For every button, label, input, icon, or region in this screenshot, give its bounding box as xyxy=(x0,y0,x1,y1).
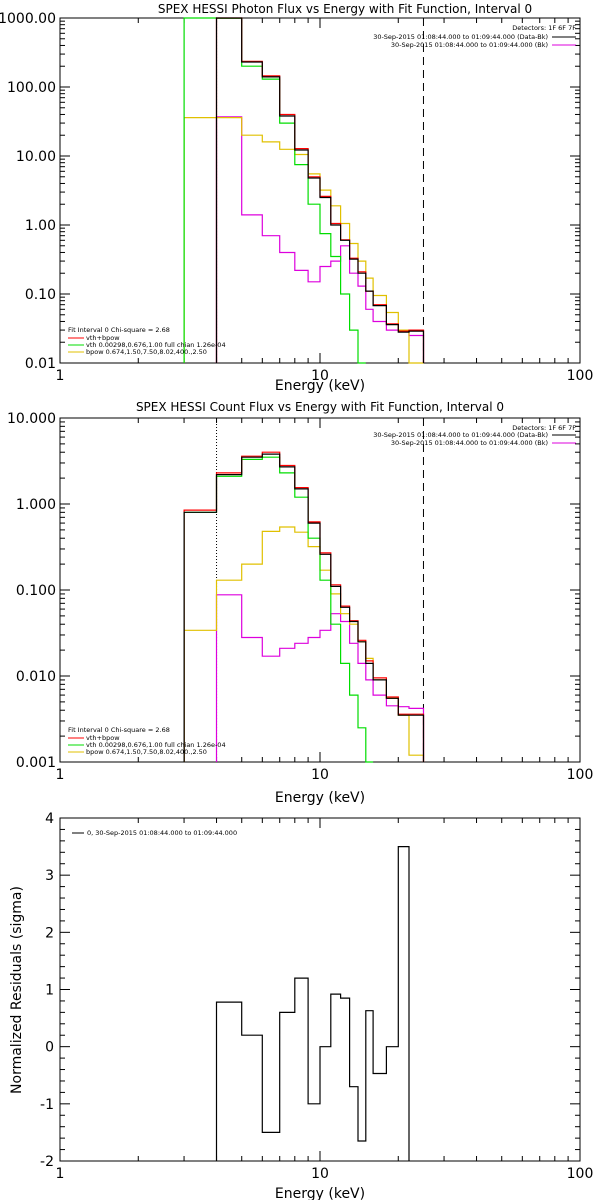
photon-y-tick-label: 1.00 xyxy=(25,218,56,234)
count-x-tick-label: 1 xyxy=(56,767,65,783)
count-y-tick-label: 0.010 xyxy=(16,669,56,685)
photon-series-data-bk xyxy=(215,17,425,363)
count-x-axis-label: Energy (keV) xyxy=(275,790,365,806)
residuals-y-tick-label: 1 xyxy=(45,983,54,999)
photon-x-tick-label: 100 xyxy=(567,368,594,384)
residuals-x-tick-label: 100 xyxy=(567,1166,594,1182)
photon-x-tick-label: 1 xyxy=(56,368,65,384)
count-fit-legend-header: Fit Interval 0 Chi-square = 2.68 xyxy=(68,726,170,734)
count-x-tick-label: 10 xyxy=(311,767,329,783)
residuals-y-tick-label: 2 xyxy=(45,925,54,941)
photon-y-tick-label: 0.10 xyxy=(25,287,56,303)
count-fit-total-label: vth+bpow xyxy=(86,734,120,742)
photon-fit-bpow-label: bpow 0.674,1.50,7.50,8.02,400.,2.50 xyxy=(86,348,207,356)
count-flux-panel: SPEX HESSI Count Flux vs Energy with Fit… xyxy=(7,400,593,806)
photon-legend-bk-label: 30-Sep-2015 01:08:44.000 to 01:09:44.000… xyxy=(391,41,548,49)
photon-series-bk xyxy=(215,116,425,363)
count-legend-detectors: Detectors: 1F 6F 7F xyxy=(512,424,576,432)
residuals-x-tick-label: 1 xyxy=(56,1166,65,1182)
photon-fit-vth-label: vth 0.00298,0.676,1.00 full chian 1.26e-… xyxy=(86,341,226,349)
residuals-panel: 1 10 100 -2 -1 0 1 2 3 4 0, 30-Sep-2015 01:08:44.… xyxy=(9,811,593,1200)
residuals-y-tick-label: -1 xyxy=(40,1097,54,1113)
count-series-vth xyxy=(183,456,374,763)
count-series-bpow xyxy=(183,526,425,762)
count-legend-data-label: 30-Sep-2015 01:08:44.000 to 01:09:44.000… xyxy=(373,431,548,439)
photon-chart-title: SPEX HESSI Photon Flux vs Energy with Fi… xyxy=(158,2,532,16)
photon-series-bpow xyxy=(183,117,424,364)
residuals-y-tick-label: 4 xyxy=(45,811,54,827)
count-series-bk xyxy=(215,594,425,762)
count-fit-bpow-label: bpow 0.674,1.50,7.50,8.02,400.,2.50 xyxy=(86,748,207,756)
residuals-legend-label: 0, 30-Sep-2015 01:08:44.000 to 01:09:44.… xyxy=(87,829,237,837)
residuals-y-tick-label: -2 xyxy=(40,1154,54,1170)
photon-fit-legend-header: Fit Interval 0 Chi-square = 2.68 xyxy=(68,326,170,334)
count-legend-bk-label: 30-Sep-2015 01:08:44.000 to 01:09:44.000… xyxy=(391,439,548,447)
residuals-y-tick-label: 3 xyxy=(45,868,54,884)
count-series-vth-bpow xyxy=(183,451,425,762)
photon-fit-total-label: vth+bpow xyxy=(86,334,120,342)
count-chart-title: SPEX HESSI Count Flux vs Energy with Fit… xyxy=(136,400,504,414)
photon-y-tick-label: 0.01 xyxy=(25,356,56,372)
count-plot-frame xyxy=(59,417,581,763)
photon-legend-detectors: Detectors: 1F 6F 7F xyxy=(512,24,576,32)
residuals-series-line xyxy=(215,846,410,1161)
residuals-x-axis-label: Energy (keV) xyxy=(275,1186,365,1200)
count-y-tick-label: 10.000 xyxy=(7,411,56,427)
count-fit-vth-label: vth 0.00298,0.676,1.00 full chian 1.26e-… xyxy=(86,741,226,749)
photon-x-axis-label: Energy (keV) xyxy=(275,378,365,394)
count-y-tick-label: 0.001 xyxy=(16,755,56,771)
photon-y-tick-label: 100.00 xyxy=(7,80,56,96)
count-x-tick-label: 100 xyxy=(567,767,594,783)
photon-series-vth xyxy=(183,17,366,364)
photon-legend-data-label: 30-Sep-2015 01:08:44.000 to 01:09:44.000… xyxy=(373,33,548,41)
photon-flux-panel: SPEX HESSI Photon Flux vs Energy with Fi… xyxy=(0,2,593,394)
residuals-x-tick-label: 10 xyxy=(311,1166,329,1182)
residuals-y-axis-label: Normalized Residuals (sigma) xyxy=(9,886,25,1094)
residuals-y-tick-label: 0 xyxy=(45,1040,54,1056)
count-y-tick-label: 1.000 xyxy=(16,497,56,513)
photon-y-tick-label: 10.00 xyxy=(16,149,56,165)
residuals-plot-frame xyxy=(59,817,581,1162)
photon-x-tick-label: 10 xyxy=(311,368,329,384)
count-series-data-bk xyxy=(183,453,425,762)
count-y-tick-label: 0.100 xyxy=(16,583,56,599)
photon-y-tick-label: 1000.00 xyxy=(0,11,56,27)
